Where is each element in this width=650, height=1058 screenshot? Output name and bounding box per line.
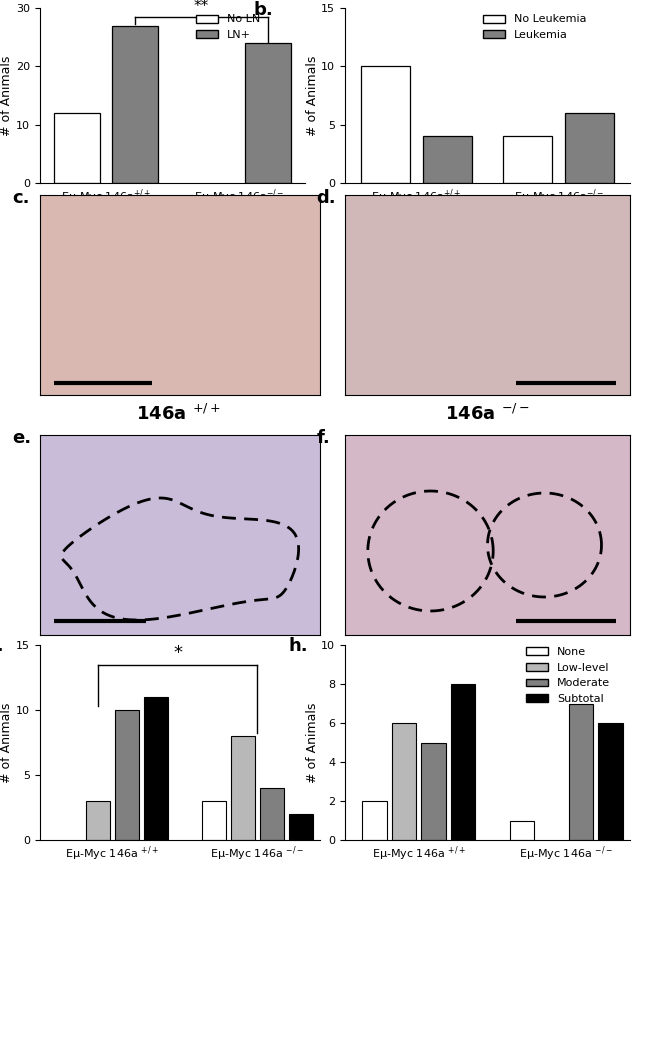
Bar <box>503 136 552 183</box>
Legend: None, Low-level, Moderate, Subtotal: None, Low-level, Moderate, Subtotal <box>521 643 615 708</box>
Bar <box>245 43 291 183</box>
Text: b.: b. <box>254 1 274 19</box>
Text: g.: g. <box>0 637 4 655</box>
Text: h.: h. <box>288 637 307 655</box>
Text: f.: f. <box>317 428 330 446</box>
Bar <box>598 723 623 840</box>
Text: c.: c. <box>12 189 29 207</box>
Bar <box>392 723 416 840</box>
Text: d.: d. <box>317 189 336 207</box>
Text: 146a $^{+/+}$: 146a $^{+/+}$ <box>136 404 221 424</box>
Bar <box>450 685 475 840</box>
Text: *: * <box>173 644 182 662</box>
Bar <box>115 710 139 840</box>
Bar <box>566 113 614 183</box>
Bar <box>289 814 313 840</box>
Text: **: ** <box>194 0 209 15</box>
Bar <box>510 821 534 840</box>
Bar <box>259 788 284 840</box>
Bar <box>144 697 168 840</box>
Y-axis label: # of Animals: # of Animals <box>306 55 318 135</box>
Y-axis label: # of Animals: # of Animals <box>1 703 14 783</box>
Bar <box>362 801 387 840</box>
Y-axis label: # of Animals: # of Animals <box>1 55 14 135</box>
Bar <box>55 113 100 183</box>
Y-axis label: # of Animals: # of Animals <box>306 703 318 783</box>
Legend: No Leukemia, Leukemia: No Leukemia, Leukemia <box>479 11 592 44</box>
Text: e.: e. <box>12 428 31 446</box>
Bar <box>421 743 446 840</box>
Bar <box>569 704 593 840</box>
Bar <box>361 67 410 183</box>
Text: 146a $^{-/-}$: 146a $^{-/-}$ <box>445 404 529 424</box>
Bar <box>231 736 255 840</box>
Legend: No LN, LN+: No LN, LN+ <box>191 11 265 44</box>
Bar <box>112 25 158 183</box>
Bar <box>202 801 226 840</box>
Bar <box>423 136 472 183</box>
Bar <box>86 801 110 840</box>
